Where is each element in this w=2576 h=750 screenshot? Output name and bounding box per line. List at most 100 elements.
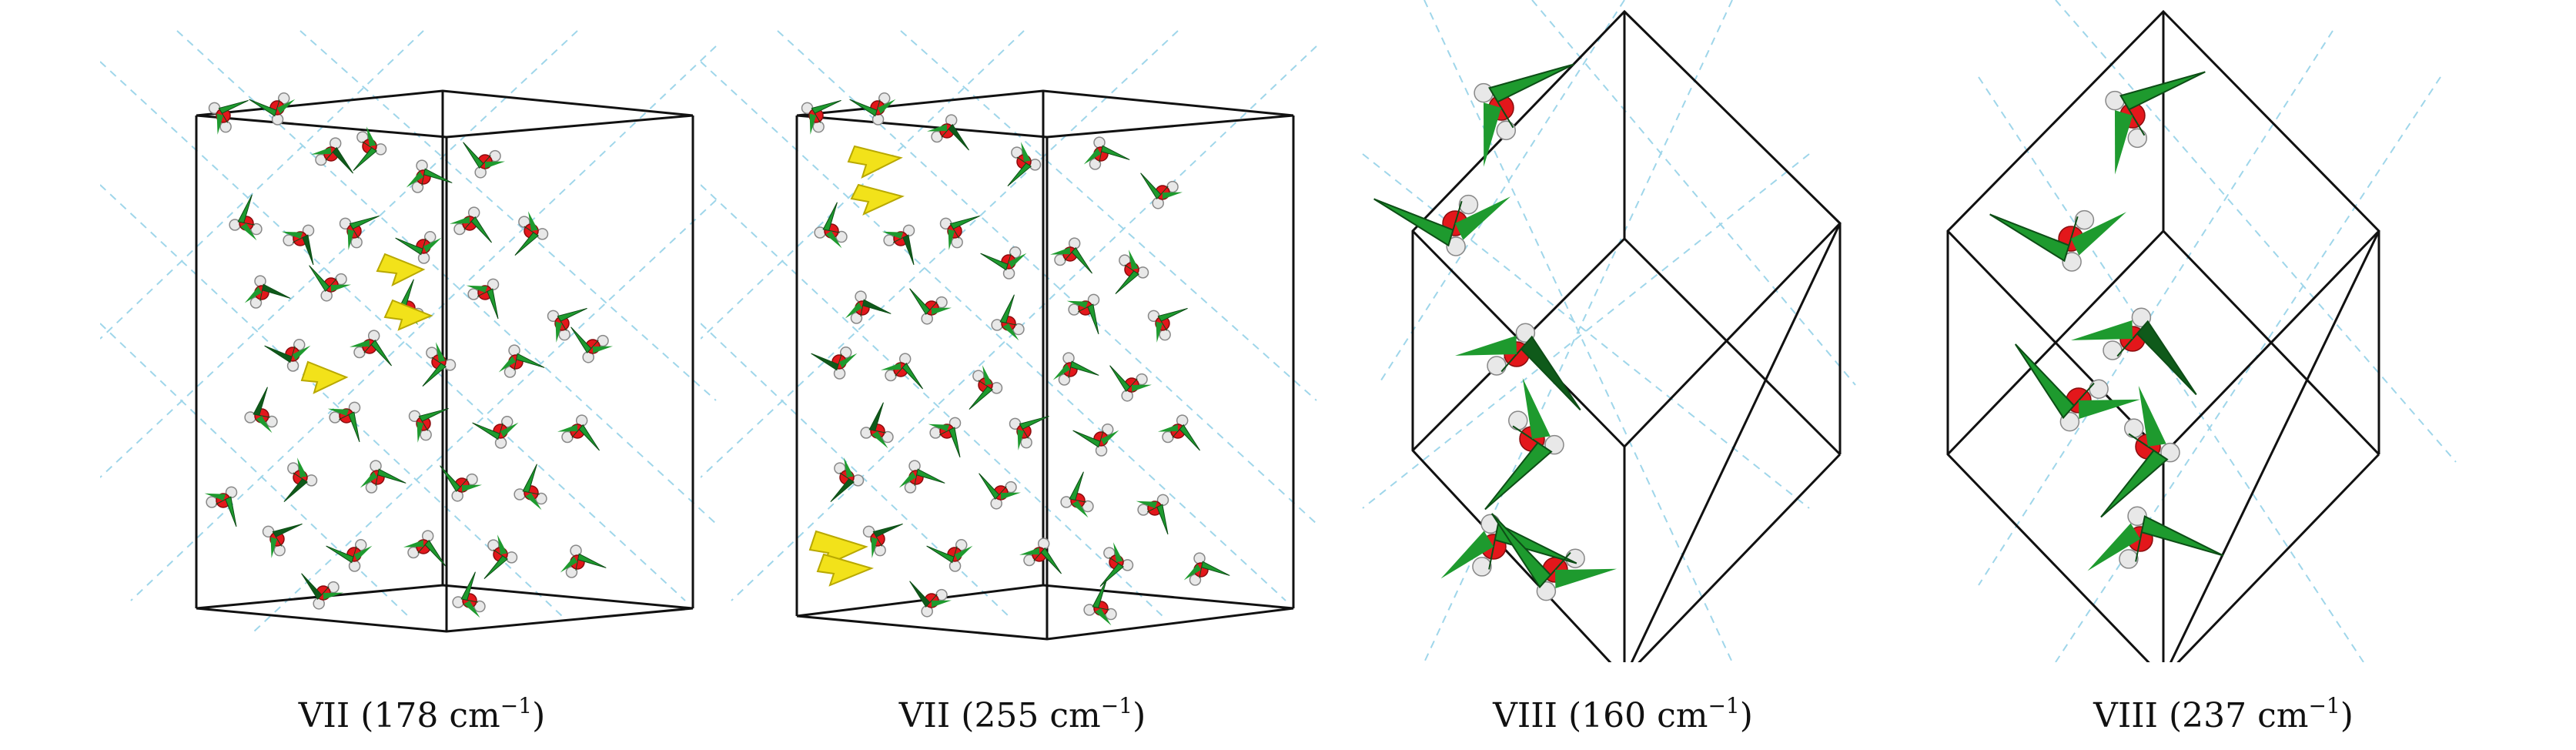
displacement-arrow-icon xyxy=(1373,198,1463,247)
displacement-arrow-icon xyxy=(277,99,296,114)
displacement-arrow-icon xyxy=(2135,515,2224,562)
water-molecules xyxy=(801,92,1209,621)
displacement-arrow-icon xyxy=(1033,547,1062,574)
crystal-cell-viii-160 xyxy=(1362,0,1856,662)
displacement-arrow-icon xyxy=(301,573,330,601)
displacement-arrow-icon xyxy=(1146,504,1169,535)
highlight-arrows xyxy=(300,253,433,394)
displacement-arrow-icon xyxy=(1017,429,1024,450)
displacement-arrow-icon xyxy=(1072,501,1089,518)
displacement-arrow-icon xyxy=(311,147,331,155)
displacement-arrow-icon xyxy=(326,545,357,564)
displacement-arrow-icon xyxy=(955,545,973,561)
displacement-arrow-icon xyxy=(1083,148,1101,165)
displacement-arrow-icon xyxy=(1019,547,1039,555)
displacement-arrow-icon xyxy=(418,407,449,431)
water-molecule-icon xyxy=(801,102,825,133)
displacement-arrow-icon xyxy=(1009,253,1027,268)
displacement-arrow-icon xyxy=(417,421,423,443)
panel-viii-160: VIII (160 cm−1) xyxy=(1301,0,1945,750)
displacement-arrow-icon xyxy=(216,113,223,135)
displacement-arrow-icon xyxy=(926,545,958,564)
displacement-arrow-icon xyxy=(999,294,1017,326)
displacement-arrow-icon xyxy=(477,288,499,320)
displacement-arrow-icon xyxy=(323,592,343,600)
displacement-arrow-icon xyxy=(941,123,970,151)
displacement-arrow-icon xyxy=(2138,385,2166,447)
water-molecule-icon xyxy=(885,353,912,382)
displacement-arrow-icon xyxy=(1158,424,1178,432)
displacement-arrow-icon xyxy=(293,345,311,360)
displacement-arrow-icon xyxy=(927,124,947,132)
displacement-arrow-icon xyxy=(422,357,447,387)
displacement-arrows xyxy=(809,99,1230,626)
displacement-arrow-icon xyxy=(249,99,280,117)
displacement-arrow-icon xyxy=(1172,424,1201,451)
displacement-arrow-icon xyxy=(1500,335,1581,411)
displacement-arrow-icon xyxy=(932,600,952,608)
displacement-arrow-icon xyxy=(1099,557,1124,588)
displacement-arrow-icon xyxy=(979,473,1007,501)
displacement-arrow-icon xyxy=(460,571,478,603)
crystal-cell-vii-255 xyxy=(701,30,1317,641)
displacement-arrow-icon xyxy=(1021,142,1031,162)
displacement-arrow-icon xyxy=(2014,343,2095,420)
displacement-arrow-icon xyxy=(1113,542,1123,562)
displacement-arrow-icon xyxy=(1002,323,1019,341)
displacement-arrow-icon xyxy=(1163,192,1183,199)
displacement-arrow-icon xyxy=(417,539,447,567)
water-molecule-icon xyxy=(416,231,437,264)
panel-vii-255: VII (255 cm−1) xyxy=(701,0,1344,750)
displacement-arrow-icon xyxy=(560,556,577,573)
displacement-arrow-icon xyxy=(347,229,354,250)
displacement-arrow-icon xyxy=(240,223,257,241)
water-molecule-icon xyxy=(339,217,363,249)
dashed-bond-grid xyxy=(1978,0,2457,662)
displacement-arrow-icon xyxy=(463,216,493,243)
displacement-arrow-icon xyxy=(360,471,377,488)
displacement-arrow-icon xyxy=(1066,300,1089,308)
displacement-arrow-icon xyxy=(1001,492,1021,500)
displacement-arrow-icon xyxy=(878,99,896,114)
displacement-arrow-icon xyxy=(463,601,480,618)
displacement-arrow-icon xyxy=(462,484,482,492)
displacement-arrow-icon xyxy=(331,284,351,292)
displacement-arrow-icon xyxy=(406,171,423,188)
displacement-arrow-icon xyxy=(1440,531,1494,579)
displacement-arrow-icon xyxy=(1140,172,1169,200)
displacement-arrow-icon xyxy=(557,424,577,432)
displacement-arrow-icon xyxy=(871,537,878,558)
displacement-arrow-icon xyxy=(292,234,314,266)
displacement-arrow-icon xyxy=(1099,145,1130,162)
displacement-arrow-icon xyxy=(980,253,1012,271)
displacement-arrow-icon xyxy=(1072,430,1104,448)
displacement-arrow-icon xyxy=(472,422,503,440)
displacement-arrow-icon xyxy=(327,408,350,416)
displacement-arrow-icon xyxy=(1522,377,1551,439)
water-molecule-icon xyxy=(991,316,1025,336)
highlight-arrows xyxy=(808,145,905,587)
displacement-arrow-icon xyxy=(1199,561,1230,578)
dashed-bond-grid xyxy=(1362,0,1856,662)
displacement-arrow-icon xyxy=(1183,564,1201,581)
displacement-arrow-icon xyxy=(895,362,924,390)
panel-vii-178: VII (178 cm−1) xyxy=(100,0,744,750)
displacement-arrow-icon xyxy=(2087,523,2140,571)
displacement-arrow-icon xyxy=(218,99,249,123)
displacement-arrow-icon xyxy=(1109,365,1138,393)
displacement-arrow-icon xyxy=(1095,608,1112,626)
displacement-arrow-icon xyxy=(375,468,406,486)
displacement-arrow-icon xyxy=(811,99,841,123)
displacement-arrow-icon xyxy=(498,356,516,373)
displacement-arrow-icon xyxy=(1064,246,1093,274)
displacement-arrow-icon xyxy=(514,353,545,370)
displacement-arrow-icon xyxy=(204,493,226,501)
displacement-arrow-icon xyxy=(575,553,607,571)
displacement-arrow-icon xyxy=(514,226,539,256)
displacement-arrow-icon xyxy=(363,339,393,367)
displacement-arrow-icon xyxy=(845,302,862,319)
displacement-arrow-icon xyxy=(500,422,519,437)
unit-cell-outline xyxy=(1946,9,2380,662)
displacement-arrow-icon xyxy=(1050,247,1070,255)
displacement-arrow-icon xyxy=(881,363,901,370)
